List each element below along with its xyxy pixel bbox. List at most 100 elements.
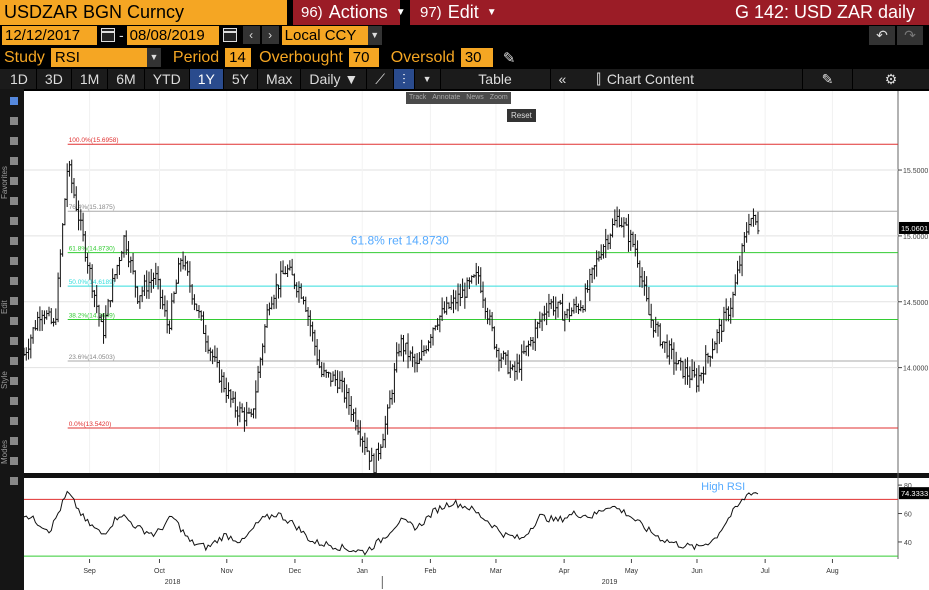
ohlc-bar-icon[interactable]: ⫶ xyxy=(394,69,415,89)
edit-menu[interactable]: 97) Edit ▼ xyxy=(410,0,516,25)
chevron-right-icon[interactable]: › xyxy=(261,26,279,44)
fib-tool-icon[interactable] xyxy=(10,217,18,225)
x-tick-label: Aug xyxy=(826,568,839,575)
chevron-down-icon: ▼ xyxy=(486,7,497,18)
overbought-field[interactable]: 70 xyxy=(348,48,379,67)
y-tick-label: 14.5000 xyxy=(903,300,928,307)
edit-num: 97) xyxy=(420,4,442,21)
cursor-icon[interactable] xyxy=(10,97,18,105)
brush-tool-icon[interactable] xyxy=(10,317,18,325)
mode-tool-icon[interactable] xyxy=(10,457,18,465)
chart-toolbar: 1D 3D 1M 6M YTD 1Y 5Y Max Daily ▼ ⟋ ⫶ ▼ … xyxy=(0,69,929,89)
study-bar: Study RSI ▼ Period 14 Overbought 70 Over… xyxy=(0,47,929,68)
study-select[interactable]: RSI xyxy=(50,48,147,67)
channel-tool-icon[interactable] xyxy=(10,237,18,245)
end-date-field[interactable]: 08/08/2019 xyxy=(126,25,219,45)
last-price-marker xyxy=(899,221,929,234)
chart-content-button[interactable]: « ⫿ Chart Content xyxy=(551,69,803,89)
chevron-down-icon[interactable]: ▼ xyxy=(146,48,161,67)
undo-icon[interactable]: ↶ xyxy=(869,25,895,45)
period-button-1m[interactable]: 1M xyxy=(72,69,109,89)
x-tick-label: Mar xyxy=(490,568,503,575)
edit-chart-icon[interactable]: ✎ xyxy=(803,69,853,89)
currency-select[interactable]: Local CCY xyxy=(281,25,368,45)
collapse-icon[interactable]: « xyxy=(558,71,567,87)
frequency-select[interactable]: Daily ▼ xyxy=(301,69,368,89)
rsi-tick-label: 60 xyxy=(904,512,912,519)
chevron-down-icon[interactable]: ▼ xyxy=(415,69,441,89)
shape-tool-icon[interactable] xyxy=(10,297,18,305)
header-bar: USDZAR BGN Curncy 96) Actions ▼ 97) Edit… xyxy=(0,0,929,25)
side-label-edit: Edit xyxy=(0,299,9,314)
delete-icon[interactable] xyxy=(10,357,18,365)
actions-menu[interactable]: 96) Actions ▼ xyxy=(293,0,406,25)
text-tool-icon[interactable] xyxy=(10,177,18,185)
x-tick-label: May xyxy=(625,568,639,575)
calendar-icon[interactable] xyxy=(222,28,237,42)
side-label-style: Style xyxy=(0,371,9,389)
y-tick-label: 15.5000 xyxy=(903,168,928,175)
rsi-last-marker xyxy=(899,487,929,500)
period-button-max[interactable]: Max xyxy=(258,69,302,89)
price-axis xyxy=(898,91,929,473)
crosshair-icon[interactable] xyxy=(10,377,18,385)
edit-label: Edit xyxy=(447,2,479,22)
trend-tool-icon[interactable] xyxy=(10,197,18,205)
chevron-down-icon[interactable]: ▼ xyxy=(367,25,382,45)
select-icon[interactable] xyxy=(10,117,18,125)
pen-tool-icon[interactable] xyxy=(10,257,18,265)
news-tool[interactable]: News xyxy=(466,94,484,101)
zoom-tool[interactable]: Zoom xyxy=(489,94,508,101)
redo-icon[interactable]: ↷ xyxy=(897,25,923,45)
pencil-icon[interactable]: ✎ xyxy=(502,49,516,67)
frequency-label: Daily xyxy=(309,71,341,87)
layers-icon[interactable] xyxy=(10,437,18,445)
period-button-1y[interactable]: 1Y xyxy=(189,69,224,89)
reset-button[interactable]: Reset xyxy=(507,109,536,122)
gear-icon[interactable]: ⚙ xyxy=(884,71,898,87)
fib-level-label: 100.0%(15.6958) xyxy=(69,137,119,144)
rsi-last-label: 74.3333 xyxy=(901,489,928,498)
fib-level-label: 38.2%(14.3649) xyxy=(69,313,115,320)
chart-area[interactable]: Favorites Edit Style Modes 14.0000 14.5000 15.… xyxy=(0,89,929,590)
x-tick-label: Jul xyxy=(761,568,770,575)
security-field[interactable]: USDZAR BGN Curncy xyxy=(0,0,287,25)
actions-num: 96) xyxy=(301,4,323,21)
magnet-icon[interactable] xyxy=(10,397,18,405)
period-button-3d[interactable]: 3D xyxy=(37,69,72,89)
x-tick-label: Jun xyxy=(691,568,702,575)
rsi-tick-label: 40 xyxy=(904,540,912,547)
gear-icon[interactable] xyxy=(10,477,18,485)
line-tool-icon[interactable] xyxy=(10,157,18,165)
x-tick-label: Jan xyxy=(357,568,368,575)
fib-level-label: 61.8%(14.8730) xyxy=(69,246,115,253)
eraser-tool-icon[interactable] xyxy=(10,337,18,345)
track-tool[interactable]: Track xyxy=(409,94,427,101)
period-button-ytd[interactable]: YTD xyxy=(145,69,190,89)
oversold-field[interactable]: 30 xyxy=(460,48,493,67)
x-tick-label: Dec xyxy=(289,568,302,575)
period-field[interactable]: 14 xyxy=(225,48,252,67)
chart-mini-toolbar: Track Annotate News Zoom xyxy=(406,92,511,104)
period-button-1d[interactable]: 1D xyxy=(0,69,37,89)
pane-separator xyxy=(24,473,929,478)
fib-level-label: 23.6%(14.0503) xyxy=(69,354,115,361)
rsi-tick-label: 80 xyxy=(904,483,912,490)
start-date-field[interactable]: 12/12/2017 xyxy=(2,25,97,45)
x-tick-label: Feb xyxy=(424,568,436,575)
period-button-6m[interactable]: 6M xyxy=(108,69,145,89)
x-tick-label: Oct xyxy=(154,568,165,575)
table-button[interactable]: Table xyxy=(441,69,551,89)
palette-icon[interactable] xyxy=(10,417,18,425)
chevron-left-icon[interactable]: ‹ xyxy=(242,26,260,44)
line-chart-icon[interactable]: ⟋ xyxy=(367,69,395,89)
x-tick-label: Apr xyxy=(559,568,571,575)
arrow-tool-icon[interactable] xyxy=(10,277,18,285)
rsi-line xyxy=(23,490,759,556)
annotate-tool[interactable]: Annotate xyxy=(432,94,461,101)
pointer-icon[interactable] xyxy=(10,137,18,145)
period-button-5y[interactable]: 5Y xyxy=(224,69,258,89)
price-plot-background xyxy=(24,91,898,473)
calendar-icon[interactable] xyxy=(101,28,115,42)
